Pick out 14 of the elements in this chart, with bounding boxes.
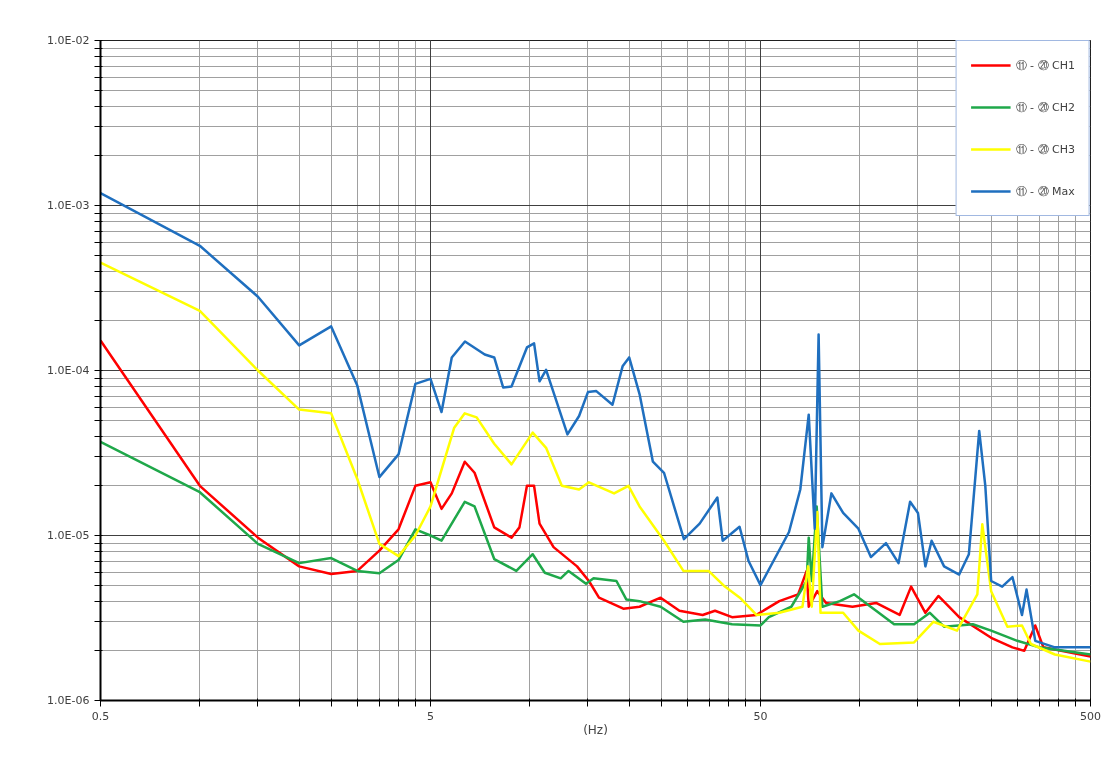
legend-label: ⑪ - ⑳ CH1 bbox=[1015, 57, 1075, 73]
x-tick-label: 5 bbox=[427, 709, 434, 723]
x-axis-title: (Hz) bbox=[583, 722, 608, 737]
y-tick-label: 1.0E-02 bbox=[47, 34, 90, 47]
y-tick-label: 1.0E-04 bbox=[47, 364, 90, 377]
legend-label: ⑪ - ⑳ CH2 bbox=[1015, 99, 1075, 115]
y-tick-label: 1.0E-05 bbox=[47, 529, 90, 542]
y-tick-label: 1.0E-06 bbox=[47, 694, 90, 707]
x-tick-label: 500 bbox=[1080, 709, 1101, 723]
legend-label: ⑪ - ⑳ CH3 bbox=[1015, 141, 1075, 157]
legend-label: ⑪ - ⑳ Max bbox=[1015, 183, 1075, 199]
y-tick-label: 1.0E-03 bbox=[47, 199, 90, 212]
x-tick-label: 50 bbox=[753, 709, 768, 723]
x-tick-label: 0.5 bbox=[91, 709, 110, 723]
